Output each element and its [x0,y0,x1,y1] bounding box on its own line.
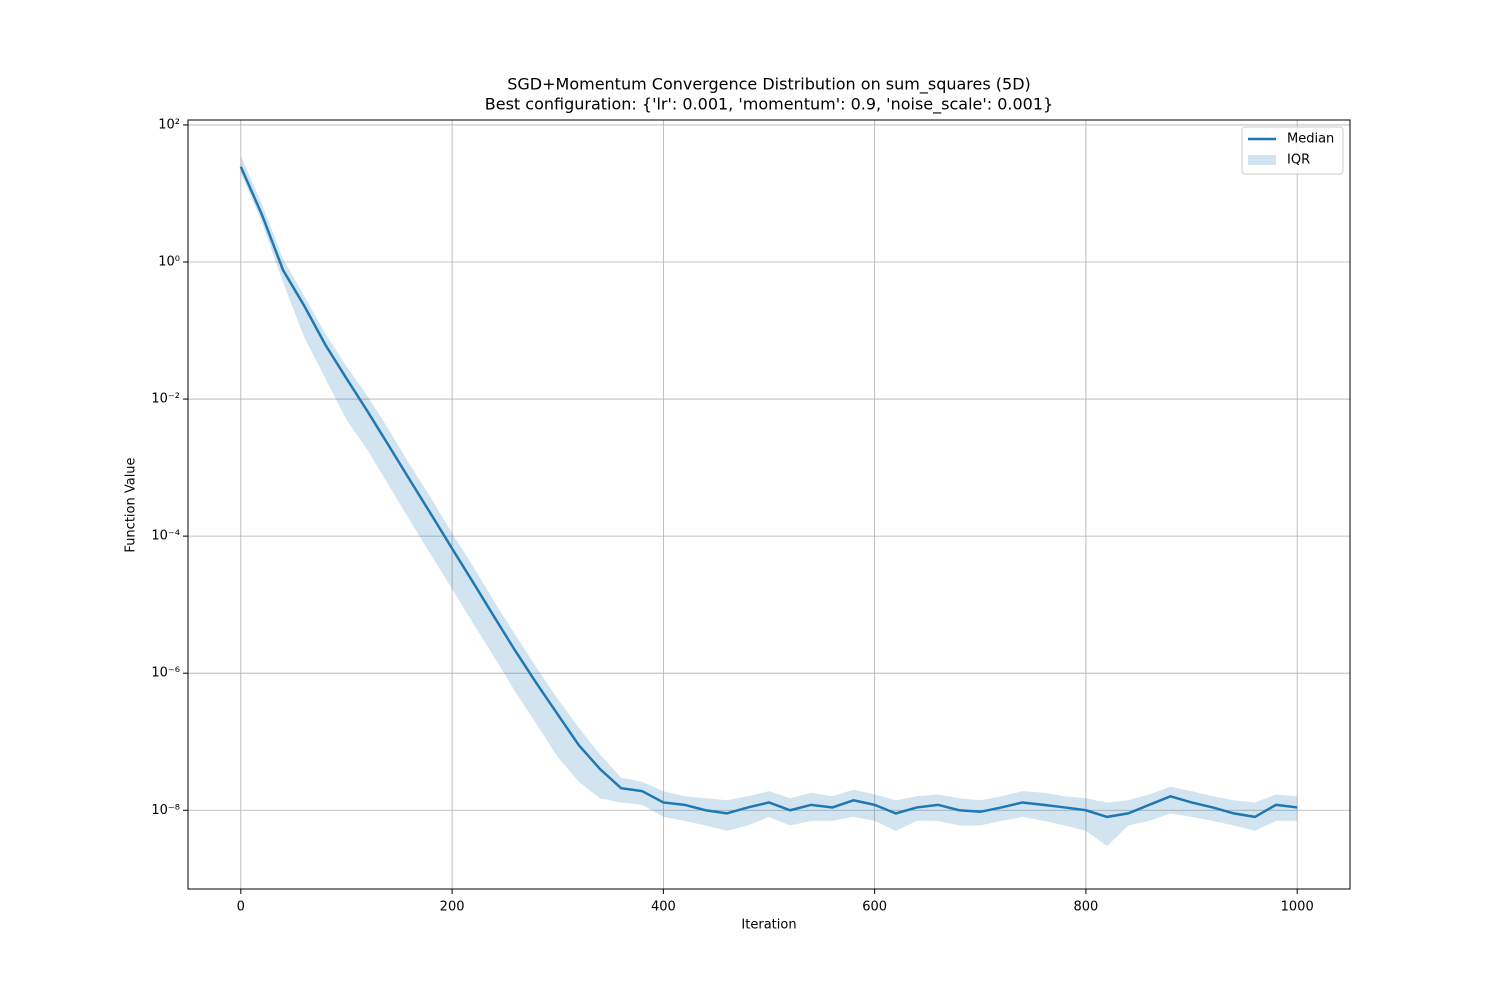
y-tick-label: 10⁰ [158,254,180,269]
legend-label: IQR [1287,153,1310,168]
iqr-band [240,156,1298,847]
y-tick-label: 10² [158,117,180,132]
legend-patch [1248,155,1276,165]
legend-label: Median [1287,132,1334,147]
y-tick-label: 10⁻² [151,392,180,407]
x-tick-label: 400 [651,900,676,915]
x-tick-label: 0 [237,900,245,915]
x-axis-label: Iteration [741,918,796,933]
x-tick-label: 600 [862,900,887,915]
y-tick-label: 10⁻⁴ [151,529,180,544]
chart-title: SGD+Momentum Convergence Distribution on… [507,75,1031,95]
median-line [239,166,1298,819]
y-axis-label: Function Value [124,457,139,552]
chart-subtitle: Best configuration: {'lr': 0.001, 'momen… [485,95,1053,115]
x-tick-label: 800 [1073,900,1098,915]
x-tick-label: 200 [440,900,465,915]
y-tick-label: 10⁻⁶ [151,666,180,681]
x-tick-label: 1000 [1281,900,1314,915]
y-tick-label: 10⁻⁸ [151,803,180,818]
plot-frame [187,119,1351,890]
